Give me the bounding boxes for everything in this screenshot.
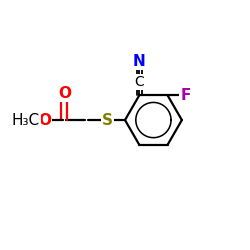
Text: O: O: [58, 86, 71, 101]
Text: O: O: [38, 112, 51, 128]
Text: S: S: [102, 112, 113, 128]
Text: N: N: [133, 54, 145, 69]
Text: H₃C: H₃C: [12, 112, 40, 128]
Text: F: F: [180, 88, 191, 103]
Text: C: C: [134, 75, 144, 89]
